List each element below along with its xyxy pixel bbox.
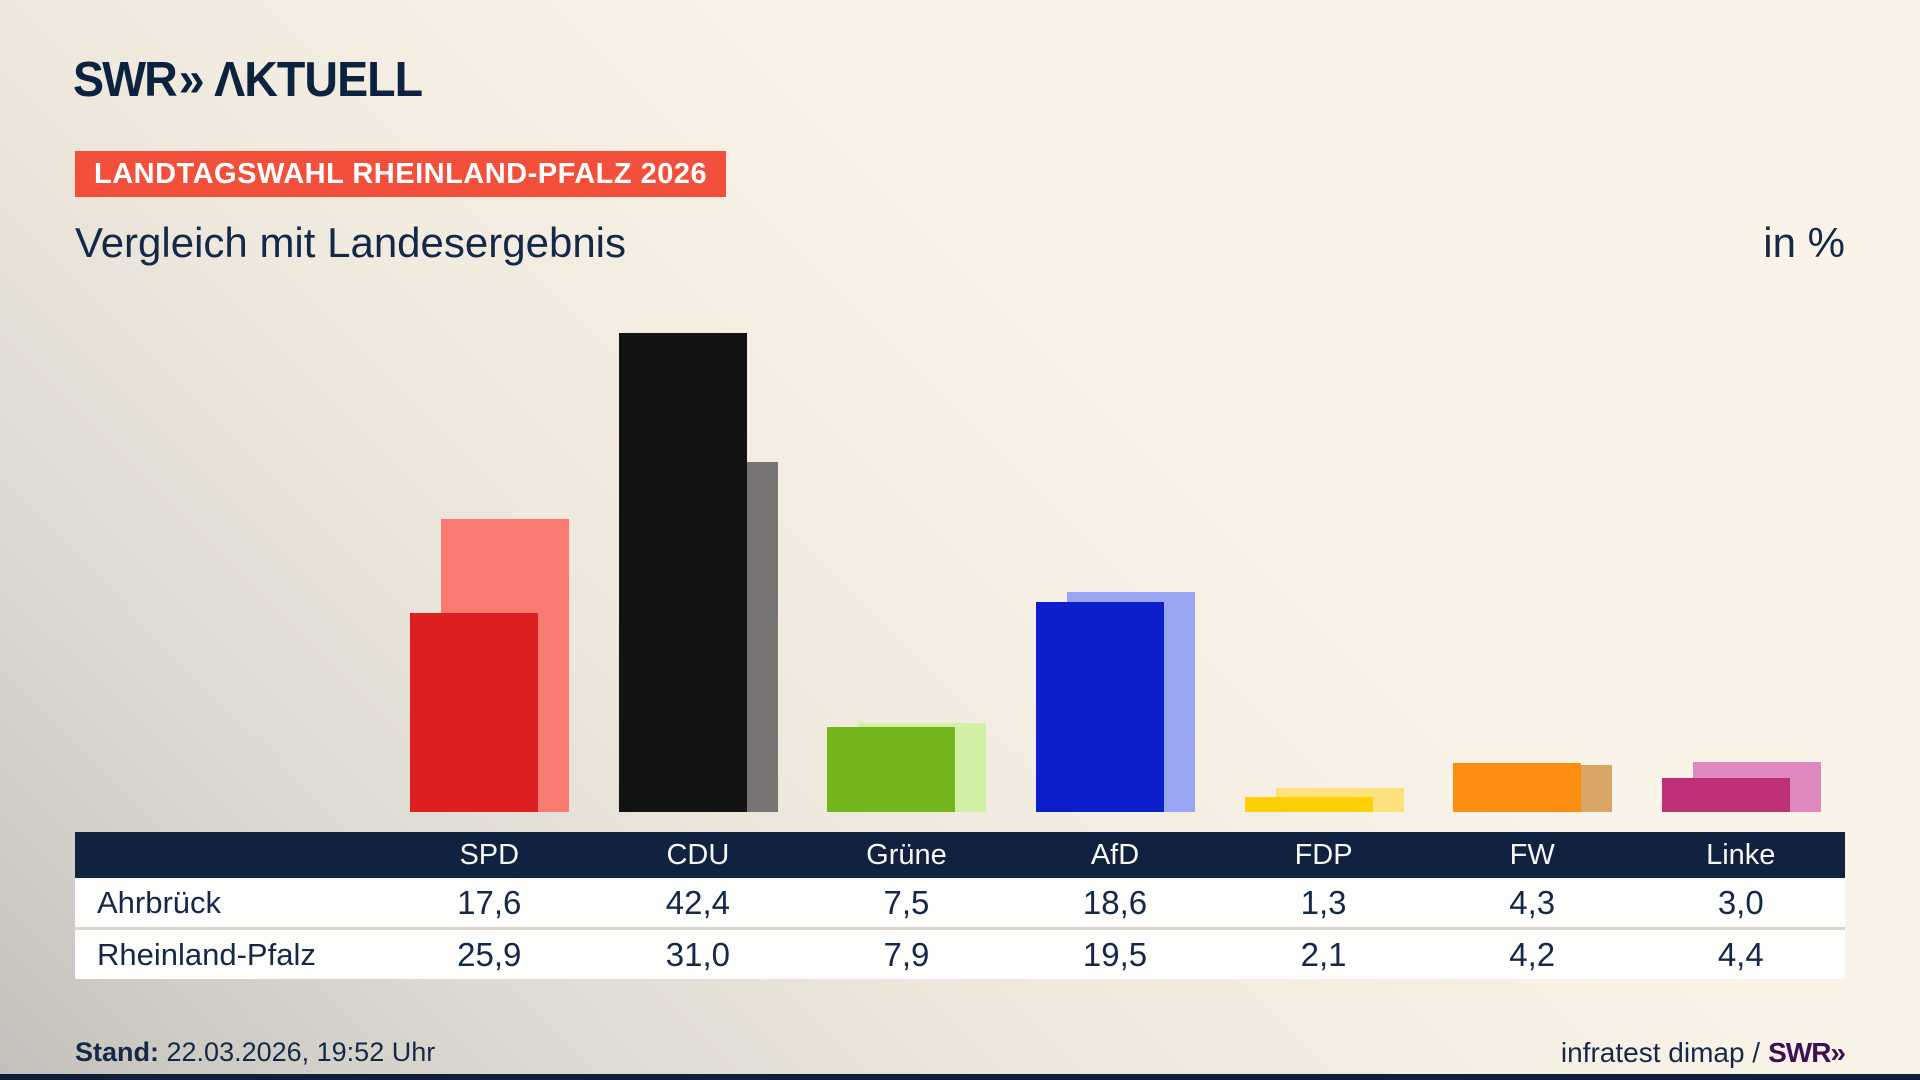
- swr-aktuell-logo: SWR» ΛKTUELL: [73, 52, 423, 108]
- column-header-gruene: Grüne: [866, 838, 947, 871]
- value-gruene-ahrbrueck: 7,5: [883, 883, 930, 921]
- value-cdu-rheinlandpfalz: 31,0: [665, 935, 730, 973]
- bar-gruene-front: [827, 727, 956, 812]
- bar-cdu-front: [618, 333, 747, 812]
- unit-label: in %: [1763, 219, 1845, 266]
- bottom-brand-strip: [0, 1074, 1920, 1080]
- swr-logo-small: SWR»: [1768, 1037, 1846, 1068]
- timestamp-value: 22.03.2026, 19:52 Uhr: [166, 1037, 436, 1067]
- table-row-rheinland-pfalz: Rheinland-Pfalz 25,9 31,0 7,9 19,5 2,1 4,2 4,4: [75, 930, 1845, 979]
- column-header-afd: AfD: [1090, 838, 1140, 871]
- logo-aktuell-text: ΛKTUELL: [214, 53, 423, 107]
- value-afd-ahrbrueck: 18,6: [1082, 883, 1148, 921]
- bar-fw-front: [1453, 763, 1582, 812]
- column-header-cdu: CDU: [666, 838, 730, 871]
- value-fdp-rheinlandpfalz: 2,1: [1300, 935, 1347, 973]
- results-table: SPD CDU Grüne AfD FDP FW Linke Ahrbrück 17,6 42…: [75, 832, 1845, 979]
- bar-chart: [410, 333, 1821, 812]
- value-linke-rheinlandpfalz: 4,4: [1717, 935, 1764, 973]
- row-label: Ahrbrück: [97, 884, 222, 920]
- logo-swr-text: SWR: [73, 53, 178, 107]
- value-spd-rheinlandpfalz: 25,9: [457, 935, 522, 973]
- chart-title: Vergleich mit Landesergebnis: [75, 219, 627, 266]
- bar-spd-front: [410, 613, 539, 812]
- value-afd-rheinlandpfalz: 19,5: [1082, 935, 1148, 973]
- bar-afd-front: [1036, 602, 1164, 812]
- table-header-row: SPD CDU Grüne AfD FDP FW Linke: [75, 832, 1845, 878]
- table-row-divider: [75, 927, 1845, 930]
- bar-linke-front: [1661, 778, 1790, 812]
- column-header-spd: SPD: [459, 838, 520, 871]
- value-fw-rheinlandpfalz: 4,2: [1509, 935, 1556, 973]
- source-credit-text: infratest dimap /: [1560, 1037, 1761, 1068]
- value-cdu-ahrbrueck: 42,4: [665, 883, 730, 921]
- election-badge: LANDTAGSWAHL RHEINLAND-PFALZ 2026: [75, 151, 727, 197]
- value-fw-ahrbrueck: 4,3: [1509, 883, 1556, 921]
- value-fdp-ahrbrueck: 1,3: [1300, 883, 1347, 921]
- timestamp: Stand: 22.03.2026, 19:52 Uhr: [75, 1037, 435, 1068]
- row-label: Rheinland-Pfalz: [97, 936, 316, 972]
- timestamp-label: Stand:: [75, 1037, 159, 1067]
- table-row-ahrbrueck: Ahrbrück 17,6 42,4 7,5 18,6 1,3 4,3 3,0: [75, 878, 1845, 927]
- column-header-fdp: FDP: [1294, 838, 1353, 871]
- value-spd-ahrbrueck: 17,6: [457, 883, 522, 921]
- value-gruene-rheinlandpfalz: 7,9: [883, 935, 930, 973]
- bar-fdp-front: [1244, 797, 1373, 812]
- source-credit: infratest dimap / SWR»: [1560, 1037, 1846, 1069]
- column-header-linke: Linke: [1706, 838, 1776, 871]
- value-linke-ahrbrueck: 3,0: [1717, 883, 1764, 921]
- column-header-fw: FW: [1509, 838, 1555, 871]
